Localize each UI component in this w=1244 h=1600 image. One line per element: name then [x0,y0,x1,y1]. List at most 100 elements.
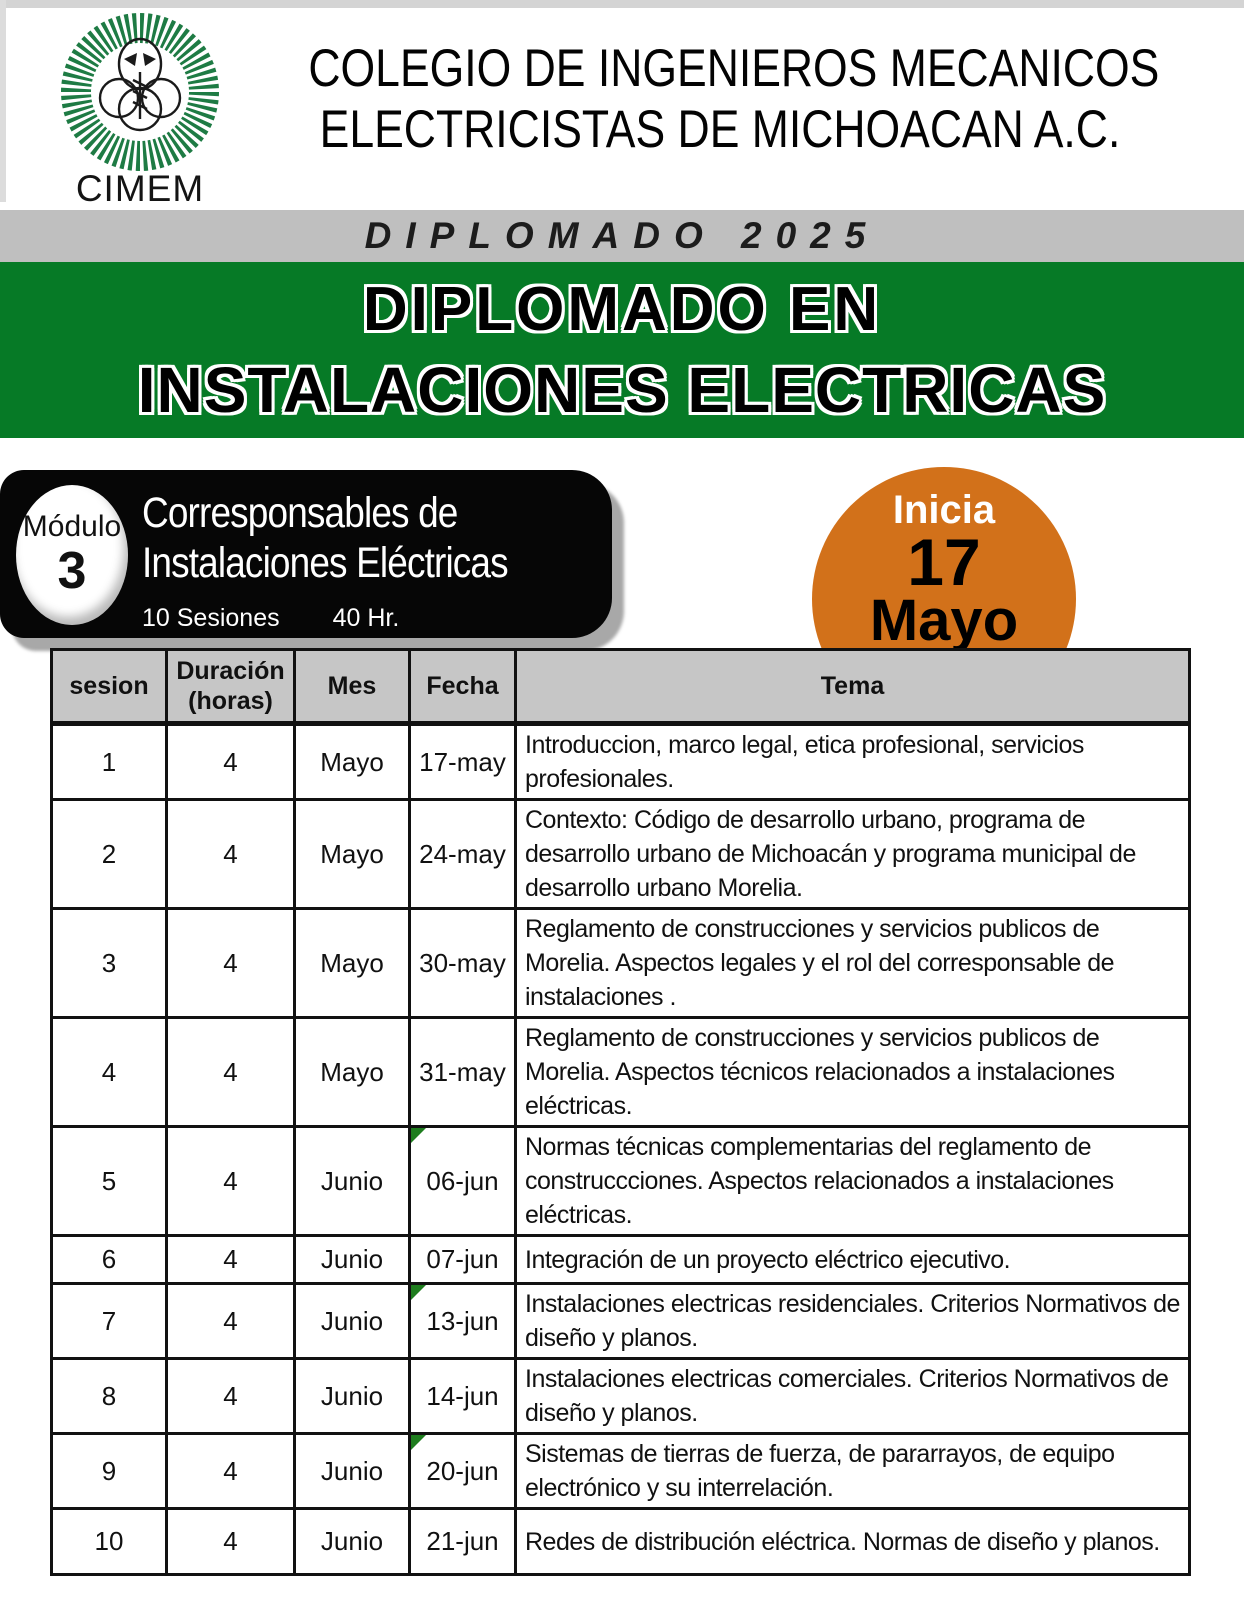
column-header-tema: Tema [514,648,1191,726]
cell-sesion: 1 [50,722,168,801]
cell-tema: Integración de un proyecto eléctrico eje… [514,1234,1191,1285]
table-row: 8 4 Junio 14-jun Instalaciones electricas co… [50,1357,1191,1435]
cell-fecha: 24-may [408,798,517,910]
year-banner-text: DIPLOMADO 2025 [364,215,880,256]
table-row: 10 4 Junio 21-jun Redes de distribución eléc… [50,1507,1191,1576]
cell-value: 4 [223,838,238,869]
table-row: 9 4 Junio 20-jun Sistemas de tierras de fuer… [50,1432,1191,1510]
cell-fecha: 21-jun [408,1507,517,1576]
cell-duracion: 4 [165,1357,296,1435]
cell-sesion: 10 [50,1507,168,1576]
column-header-mes: Mes [293,648,411,726]
cell-value: Mayo [320,746,384,777]
cell-value: Junio [320,1244,384,1274]
cell-duracion: 4 [165,798,296,910]
cell-sesion: 2 [50,798,168,910]
cell-value: Mayo [320,1056,384,1087]
cimem-logo: CIMEM [60,12,220,210]
cell-value: Junio [320,1380,384,1411]
cell-tema: Contexto: Código de desarrollo urbano, p… [514,798,1191,910]
column-header-duracion: Duración (horas) [165,648,296,726]
org-title: COLEGIO DE INGENIEROS MECANICOS ELECTRIC… [230,38,1210,160]
module-text: Corresponsables de Instalaciones Eléctri… [142,482,567,633]
cell-sesion: 8 [50,1357,168,1435]
cell-fecha: 31-may [408,1016,517,1128]
cell-mes: Junio [293,1432,411,1510]
cell-duracion: 4 [165,722,296,801]
column-header-fecha: Fecha [408,648,517,726]
cell-value: 21-jun [426,1526,499,1556]
start-label: Inicia [892,488,996,532]
cell-mes: Junio [293,1282,411,1360]
cell-tema: Sistemas de tierras de fuerza, de pararr… [514,1432,1191,1510]
cell-value: 20-jun [426,1455,499,1486]
cell-tema: Instalaciones electricas comerciales. Cr… [514,1357,1191,1435]
comment-marker-icon [412,1129,426,1143]
cell-value: 14-jun [426,1380,499,1411]
cell-value: Mayo [320,947,384,978]
cell-duracion: 4 [165,1016,296,1128]
table-row: 4 4 Mayo 31-may Reglamento de construcciones… [50,1016,1191,1128]
module-number-ellipse: Módulo 3 [16,485,128,625]
comment-marker-icon [412,1436,426,1450]
table-header-row: sesion Duración (horas) Mes Fecha Tema [50,648,1191,726]
module-meta: 10 Sesiones 40 Hr. [142,604,567,633]
cell-fecha: 14-jun [408,1357,517,1435]
cell-duracion: 4 [165,1234,296,1285]
cell-tema: Normas técnicas complementarias del regl… [514,1125,1191,1237]
cell-value: 07-jun [426,1244,499,1274]
program-title-banner: DIPLOMADO EN INSTALACIONES ELECTRICAS [0,262,1244,438]
cell-value: 2 [101,838,117,869]
cell-value: 7 [101,1305,117,1336]
cell-value: Redes de distribución eléctrica. Normas … [525,1527,1160,1556]
module-hours: 40 Hr. [332,604,400,632]
cell-tema: Reglamento de construcciones y servicios… [514,1016,1191,1128]
cell-value: 4 [223,1165,238,1196]
cell-value: 4 [223,947,238,978]
cell-fecha: 20-jun [408,1432,517,1510]
cell-tema: Introduccion, marco legal, etica profesi… [514,722,1191,801]
cell-mes: Mayo [293,1016,411,1128]
cell-mes: Mayo [293,907,411,1019]
cell-value: 4 [223,1380,238,1411]
cell-duracion: 4 [165,1282,296,1360]
comment-marker-icon [412,1286,426,1300]
schedule-table: sesion Duración (horas) Mes Fecha Tema 1 4 Mayo… [50,648,1191,1576]
cell-value: Instalaciones electricas residenciales. … [525,1290,1180,1352]
cell-value: 5 [101,1165,117,1196]
cell-sesion: 9 [50,1432,168,1510]
cell-fecha: 06-jun [408,1125,517,1237]
cell-tema: Instalaciones electricas residenciales. … [514,1282,1191,1360]
cell-value: 24-may [419,838,506,869]
cell-sesion: 4 [50,1016,168,1128]
cell-sesion: 7 [50,1282,168,1360]
schedule-table-container: sesion Duración (horas) Mes Fecha Tema 1 4 Mayo… [50,648,1191,1576]
page-left-edge [0,0,6,202]
cell-value: 4 [223,1526,238,1556]
cell-value: Reglamento de construcciones y servicios… [525,1024,1115,1120]
cell-value: Junio [320,1165,384,1196]
table-row: 1 4 Mayo 17-may Introduccion, marco legal, e… [50,722,1191,801]
cimem-logo-icon [61,13,219,171]
column-header-sesion: sesion [50,648,168,726]
module-label: Módulo [22,510,122,543]
cell-value: Junio [320,1305,384,1336]
cell-value: 31-may [419,1056,506,1087]
year-banner: DIPLOMADO 2025 [0,210,1244,262]
cell-duracion: 4 [165,1432,296,1510]
program-title-line1: DIPLOMADO EN [362,275,882,344]
table-row: 2 4 Mayo 24-may Contexto: Código de desarrol… [50,798,1191,910]
cell-value: Integración de un proyecto eléctrico eje… [525,1245,1011,1274]
cell-value: Contexto: Código de desarrollo urbano, p… [525,806,1136,902]
cell-fecha: 17-may [408,722,517,801]
program-title-line2: INSTALACIONES ELECTRICAS [137,354,1107,426]
cell-value: Normas técnicas complementarias del regl… [525,1133,1114,1229]
module-sessions: 10 Sesiones [142,604,280,632]
cell-value: Reglamento de construcciones y servicios… [525,915,1115,1011]
cell-fecha: 13-jun [408,1282,517,1360]
cell-value: 4 [223,1244,238,1274]
logo-label: CIMEM [75,168,205,209]
cell-tema: Reglamento de construcciones y servicios… [514,907,1191,1019]
start-day: 17 [907,525,981,599]
cell-value: 06-jun [426,1165,499,1196]
